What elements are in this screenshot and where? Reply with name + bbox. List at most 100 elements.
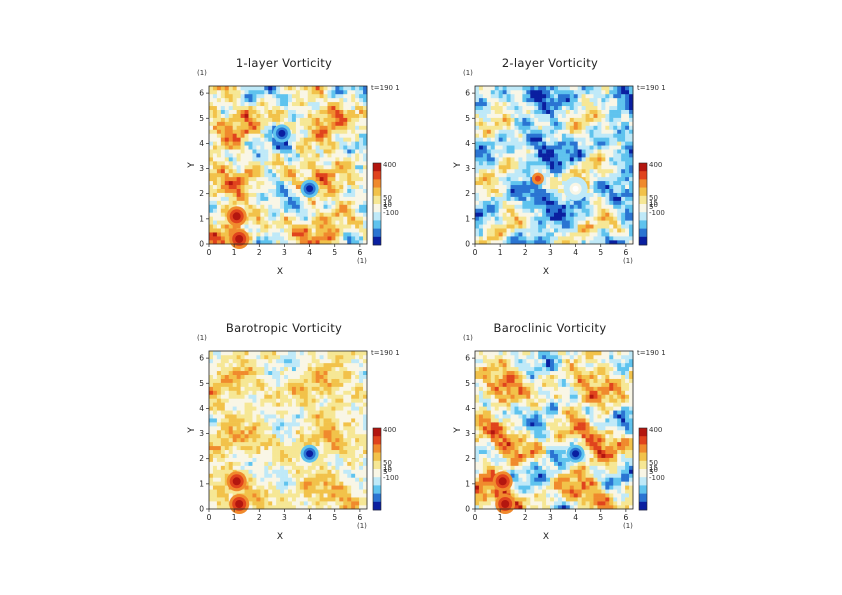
heatmap-cell (347, 212, 352, 217)
heatmap-cell (276, 497, 281, 502)
heatmap-cell (581, 232, 586, 237)
heatmap-cell (355, 93, 360, 99)
heatmap-cell (621, 105, 626, 110)
heatmap-cell (363, 394, 368, 399)
heatmap-cell (224, 89, 230, 95)
heatmap-cell (244, 485, 249, 490)
heatmap-cell (303, 354, 309, 360)
heatmap-cell (264, 172, 269, 178)
heatmap-cell (280, 358, 285, 364)
heatmap-cell (343, 145, 348, 150)
heatmap-cell (363, 228, 368, 233)
heatmap-cell (248, 165, 253, 170)
heatmap-cell (490, 176, 496, 182)
heatmap-cell (617, 208, 622, 213)
heatmap-cell (288, 137, 293, 142)
heatmap-cell (355, 402, 360, 407)
heatmap-cell (268, 354, 273, 360)
heatmap-cell (530, 224, 535, 229)
heatmap-cell (256, 188, 261, 193)
heatmap-cell (498, 180, 503, 186)
heatmap-cell (534, 236, 539, 241)
heatmap-cell (613, 165, 618, 170)
heatmap-cell (351, 402, 356, 407)
heatmap-cell (522, 184, 527, 189)
heatmap-cell (597, 204, 602, 209)
heatmap-cell (272, 402, 277, 407)
heatmap-cell (216, 386, 222, 391)
heatmap-cell (506, 109, 511, 114)
heatmap-cell (490, 232, 496, 237)
heatmap-cell (232, 406, 237, 411)
heatmap-cell (343, 188, 348, 193)
heatmap-cell (280, 176, 285, 182)
heatmap-cell (601, 105, 606, 110)
heatmap-cell (339, 497, 344, 502)
heatmap-cell (216, 394, 222, 399)
heatmap-cell (335, 145, 340, 150)
heatmap-cell (244, 465, 249, 470)
heatmap-cell (244, 481, 249, 486)
heatmap-cell (244, 113, 249, 118)
heatmap-cell (554, 137, 559, 142)
heatmap-cell (475, 145, 480, 150)
heatmap-cell (268, 168, 273, 174)
heatmap-cell (260, 105, 265, 110)
heatmap-cell (339, 362, 344, 368)
heatmap-cell (569, 137, 575, 142)
heatmap-cell (331, 101, 336, 107)
heatmap-cell (252, 390, 257, 395)
colorbar-label: 50 (383, 459, 392, 467)
heatmap-cell (240, 133, 245, 138)
heatmap-cell (236, 374, 241, 379)
heatmap-cell (252, 149, 257, 154)
heatmap-cell (605, 133, 610, 138)
heatmap-cell (498, 184, 503, 189)
heatmap-cell (335, 192, 340, 197)
heatmap-cell (546, 216, 551, 221)
heatmap-cell (311, 485, 316, 490)
heatmap-cell (276, 165, 281, 170)
heatmap-cell (518, 165, 523, 170)
heatmap-cell (244, 390, 249, 395)
heatmap-cell (355, 362, 360, 368)
heatmap-cell (482, 196, 488, 201)
heatmap-cell (557, 129, 563, 134)
heatmap-cell (498, 228, 503, 233)
heatmap-cell (272, 430, 277, 435)
heatmap-cell (351, 125, 356, 130)
heatmap-cell (315, 192, 320, 197)
heatmap-cell (240, 125, 245, 130)
heatmap-cell (216, 129, 222, 134)
heatmap-cell (260, 93, 265, 99)
heatmap-cell (248, 469, 253, 474)
heatmap-cell (216, 137, 222, 142)
heatmap-cell (307, 477, 312, 482)
heatmap-cell (621, 157, 626, 162)
heatmap-cell (343, 208, 348, 213)
heatmap-cell (577, 97, 582, 103)
heatmap-cell (220, 153, 226, 158)
heatmap-cell (212, 86, 218, 91)
heatmap-cell (518, 188, 523, 193)
heatmap-cell (347, 469, 352, 474)
heatmap-cell (315, 232, 320, 237)
heatmap-cell (359, 236, 364, 241)
heatmap-cell (232, 489, 237, 494)
heatmap-cell (323, 133, 328, 138)
heatmap-cell (252, 200, 257, 205)
heatmap-cell (260, 212, 265, 217)
heatmap-cell (272, 208, 277, 213)
y-tick-label: 3 (199, 429, 204, 438)
heatmap-cell (617, 121, 622, 126)
heatmap-cell (617, 228, 622, 233)
heatmap-cell (331, 224, 336, 229)
heatmap-cell (490, 89, 496, 95)
heatmap-cell (256, 232, 261, 237)
heatmap-cell (359, 240, 364, 245)
heatmap-cell (561, 204, 567, 209)
heatmap-cell (220, 192, 226, 197)
heatmap-cell (343, 105, 348, 110)
heatmap-cell (240, 354, 245, 360)
heatmap-cell (581, 137, 586, 142)
